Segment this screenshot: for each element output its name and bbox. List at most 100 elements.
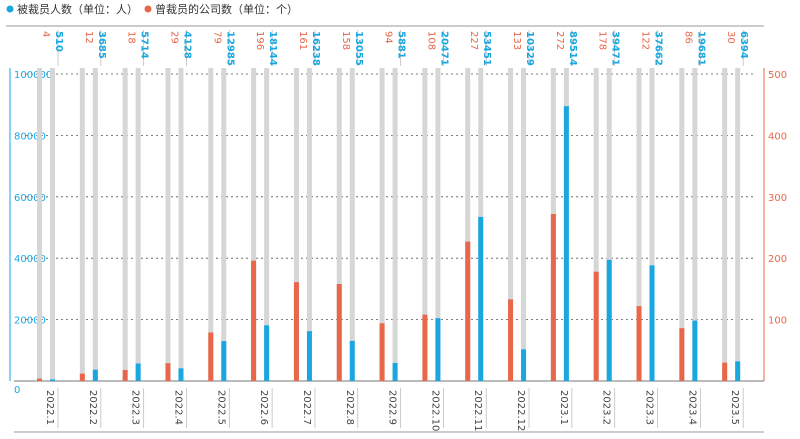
bar-employees (563, 106, 569, 381)
label-companies: 133 (511, 31, 522, 50)
bar-companies (679, 328, 685, 381)
month-label: 2022.2 (87, 390, 98, 425)
label-employees: 19681 (695, 31, 706, 66)
bar-companies (508, 299, 514, 381)
bar-employees (306, 331, 312, 381)
label-companies: 29 (168, 31, 179, 44)
label-employees: 53451 (481, 31, 492, 66)
bar-companies (208, 332, 214, 381)
bar-companies (550, 213, 556, 381)
left-tick-label: 0 (14, 385, 20, 396)
track-bar (521, 68, 527, 381)
track-bar (606, 68, 612, 381)
track-bar (722, 68, 728, 381)
track-bar (422, 68, 428, 381)
label-companies: 158 (340, 31, 351, 50)
track-bar (392, 68, 398, 381)
right-tick-label: 200 (768, 254, 787, 265)
track-bar (508, 68, 514, 381)
month-label: 2023.4 (686, 390, 697, 425)
bar-employees (221, 341, 227, 381)
track-bar (593, 68, 599, 381)
month-label: 2022.5 (215, 390, 226, 425)
label-companies: 272 (554, 31, 565, 50)
bar-employees (478, 216, 484, 381)
month-label: 2023.5 (729, 390, 740, 425)
bar-companies (251, 260, 257, 381)
top-value-labels: 4 510 12 3685 18 5714 29 4128 79 12985 196 18144 161… (40, 30, 749, 66)
label-companies: 12 (83, 31, 94, 44)
month-axis: 2022.1 2022.2 2022.3 2022.4 2022.5 2022.6 2022… (14, 388, 764, 433)
month-label: 2023.1 (558, 390, 569, 425)
month-label: 2022.11 (472, 390, 483, 431)
legend-label-0: 被裁员人数（单位：人） (17, 2, 138, 16)
bar-employees (135, 363, 141, 381)
month-label: 2022.8 (344, 390, 355, 425)
bar-companies (593, 271, 599, 381)
legend: 被裁员人数（单位：人） 曾裁员的公司数（单位：个） (6, 2, 298, 16)
track-bar (208, 68, 214, 381)
label-companies: 122 (640, 31, 651, 50)
label-companies: 178 (597, 31, 608, 50)
bar-employees (692, 320, 698, 381)
label-companies: 4 (40, 31, 51, 37)
track-bar (336, 68, 342, 381)
label-companies: 161 (297, 31, 308, 50)
bar-companies (465, 241, 471, 381)
label-employees: 18144 (267, 31, 278, 66)
label-companies: 108 (425, 31, 436, 50)
track-bars (37, 68, 741, 381)
label-employees: 20471 (438, 31, 449, 66)
track-bar (435, 68, 441, 381)
right-tick-label: 300 (768, 193, 787, 204)
bar-companies (293, 282, 299, 381)
track-bar (349, 68, 355, 381)
label-employees: 16238 (310, 31, 321, 66)
track-bar (221, 68, 227, 381)
label-employees: 510 (53, 31, 64, 52)
label-companies: 227 (468, 31, 479, 50)
bar-employees (92, 369, 98, 381)
bar-companies (422, 314, 428, 381)
left-axis: 0 20000 40000 60000 80000 100000 (9, 68, 52, 396)
label-employees: 5714 (139, 31, 150, 59)
bars (37, 106, 741, 381)
label-employees: 13055 (353, 31, 364, 66)
bar-companies (636, 306, 642, 381)
track-bar (692, 68, 698, 381)
bar-companies (722, 362, 728, 381)
bar-companies (79, 373, 85, 381)
label-companies: 86 (682, 31, 693, 44)
track-bar (165, 68, 171, 381)
month-label: 2022.4 (172, 390, 183, 425)
track-bar (178, 68, 184, 381)
right-tick-label: 500 (768, 70, 787, 81)
label-employees: 37662 (653, 31, 664, 66)
track-bar (135, 68, 141, 381)
label-employees: 12985 (224, 31, 235, 66)
label-companies: 94 (383, 31, 394, 44)
right-tick-label: 100 (768, 316, 787, 327)
month-label: 2022.7 (301, 390, 312, 425)
left-tick-label: 80000 (14, 131, 46, 142)
label-companies: 30 (725, 31, 736, 44)
track-bar (293, 68, 299, 381)
label-employees: 4128 (181, 31, 192, 59)
track-bar (251, 68, 257, 381)
track-bar (735, 68, 741, 381)
track-bar (306, 68, 312, 381)
track-bar (679, 68, 685, 381)
bar-employees (521, 349, 527, 381)
track-bar (37, 68, 42, 381)
track-bar (379, 68, 385, 381)
bar-employees (435, 318, 441, 381)
month-label: 2022.12 (515, 390, 526, 431)
label-companies: 18 (126, 31, 137, 44)
bar-employees (735, 361, 741, 381)
bar-employees (349, 340, 355, 381)
track-bar (122, 68, 128, 381)
track-bar (649, 68, 655, 381)
label-employees: 39471 (610, 31, 621, 66)
left-tick-label: 20000 (14, 316, 46, 327)
